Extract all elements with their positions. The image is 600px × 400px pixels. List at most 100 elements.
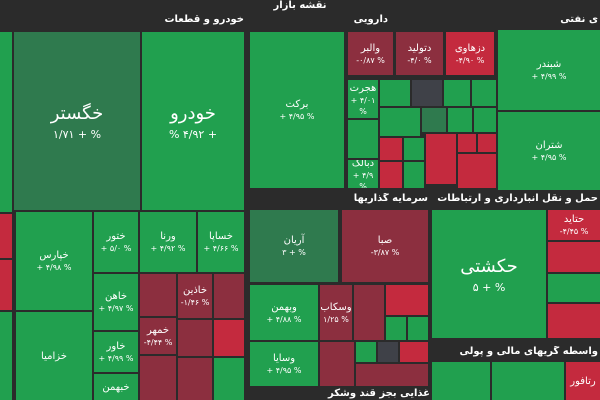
tile-filler — [178, 358, 212, 400]
stock-change: + ۴/۹۵ % — [266, 366, 302, 375]
stock-change: -۳/۸۷ % — [370, 248, 400, 257]
stock-name: صبا — [377, 235, 393, 246]
stock-change: % ۴/۹۲ + — [168, 127, 218, 141]
stock-name: دتولید — [407, 42, 432, 54]
stock-tile: هجرت + ۴/۰۱ % — [348, 80, 378, 118]
stock-name: وبهمن — [271, 301, 297, 313]
stock-tile: شبندر + ۴/۹۹ % — [498, 30, 600, 110]
tile-filler — [0, 32, 12, 212]
stock-tile: رتافور — [566, 362, 600, 400]
tile-filler — [214, 320, 244, 356]
stock-name: حتاید — [563, 214, 585, 225]
stock-name: دبالک — [351, 160, 375, 169]
stock-tile: خاذین -۱/۴۶ % — [178, 274, 212, 318]
tile-filler — [378, 342, 398, 362]
tile-filler — [474, 108, 496, 132]
tile-filler — [492, 362, 564, 400]
stock-name: برکت — [285, 99, 309, 110]
stock-change: + ۴/۹۸ % — [36, 263, 72, 272]
sector-title: سرمایه گذاریها — [353, 193, 428, 204]
tile-filler — [386, 317, 406, 340]
stock-name: ورنا — [160, 231, 176, 242]
stock-tile: خودرو % ۴/۹۲ + — [142, 32, 244, 210]
stock-name: وسایا — [272, 353, 296, 364]
stock-change: + ۴/۰۱ % — [350, 95, 376, 116]
stock-name: خاهن — [104, 291, 128, 302]
tile-filler — [348, 120, 378, 158]
tile-filler — [548, 274, 600, 302]
stock-change: -۰/۸۷ % — [356, 55, 385, 65]
stock-change: + ۴/۸۸ % — [266, 314, 302, 324]
stock-tile: خساپا + ۴/۶۶ % — [198, 212, 244, 272]
tile-filler — [0, 214, 12, 258]
stock-tile: خاور + ۴/۹۹ % — [94, 332, 138, 372]
sector-title: ی نفتی — [560, 14, 598, 25]
stock-name: ختور — [106, 231, 126, 242]
stock-change: + ۴/۹۹ % — [531, 72, 567, 81]
tile-filler — [214, 358, 244, 400]
stock-change: + ۴/۶۶ % — [203, 244, 239, 253]
tile-filler — [380, 80, 410, 106]
stock-change: + ۴/۹۲ % — [150, 244, 186, 253]
tile-filler — [380, 138, 402, 160]
stock-name: شتران — [535, 140, 563, 151]
stock-tile: خپارس + ۴/۹۸ % — [16, 212, 92, 310]
tile-filler — [478, 134, 496, 152]
stock-tile: خمهر -۴/۴۴ % — [140, 318, 176, 354]
stock-change: + ۴/۹۵ % — [531, 153, 567, 162]
sector-title: حمل و نقل انبارداری و ارتباطات — [437, 193, 598, 204]
tile-filler — [356, 364, 428, 386]
stock-change: + ۴/۹ % — [352, 170, 374, 189]
stock-tile: خبهمن — [94, 374, 138, 400]
tile-filler — [548, 304, 600, 338]
tile-filler — [356, 342, 376, 362]
stock-name: خساپا — [209, 231, 233, 242]
stock-tile: برکت + ۴/۹۵ % — [250, 32, 344, 188]
stock-name: دزهاوی — [454, 42, 486, 54]
stock-tile: دبالک + ۴/۹ % — [348, 160, 378, 188]
stock-tile: خزامیا — [16, 312, 92, 400]
tile-filler — [458, 154, 496, 188]
tile-filler — [320, 342, 354, 386]
stock-change: + ۴/۹۵ % — [279, 112, 315, 121]
stock-name: خبهمن — [102, 381, 130, 393]
stock-change: -۴/۴۴ % — [143, 338, 173, 347]
tile-filler — [412, 80, 442, 106]
stock-name: رتافور — [570, 375, 596, 387]
tile-filler — [380, 162, 402, 188]
stock-name: خودرو — [170, 102, 216, 124]
tile-filler — [472, 80, 496, 106]
stock-tile: خگستر ۱/۷۱ + % — [14, 32, 140, 210]
tile-filler — [354, 285, 384, 340]
stock-tile: شتران + ۴/۹۵ % — [498, 112, 600, 190]
stock-tile: ختور + ۵/۰ % — [94, 212, 138, 272]
sector-title: خودرو و قطعات — [164, 14, 245, 25]
stock-tile: حتاید -۴/۴۵ % — [548, 210, 600, 240]
stock-change: + ۵/۰ % — [100, 244, 132, 253]
stock-change: ۱/۲۵ % — [323, 314, 349, 324]
stock-tile: خاهن + ۴/۹۷ % — [94, 274, 138, 330]
stock-change: ۱/۷۱ + % — [52, 127, 102, 141]
map-title: نقشه بازار — [273, 0, 327, 11]
tile-filler — [214, 274, 244, 318]
tile-filler — [408, 317, 428, 340]
stock-tile: دزهاوی -۴/۹۰ % — [446, 32, 494, 75]
stock-name: وسکاب — [320, 301, 352, 313]
stock-tile: والبر -۰/۸۷ % — [348, 32, 393, 75]
stock-name: آریان — [283, 235, 305, 246]
tile-filler — [0, 312, 12, 400]
stock-name: خمهر — [146, 325, 170, 336]
tile-filler — [422, 108, 446, 132]
tile-filler — [404, 138, 424, 160]
tile-filler — [432, 362, 490, 400]
tile-filler — [0, 260, 12, 310]
tile-filler — [426, 134, 456, 184]
tile-filler — [458, 134, 476, 152]
stock-tile: آریان ۳ + % — [250, 210, 338, 282]
sector-title: واسطه گریهای مالی و پولی — [459, 346, 598, 357]
stock-tile: وسایا + ۴/۹۵ % — [250, 342, 318, 386]
stock-change: -۴/۴۵ % — [559, 227, 589, 236]
stock-name: خگستر — [50, 102, 104, 124]
tile-filler — [380, 108, 420, 136]
